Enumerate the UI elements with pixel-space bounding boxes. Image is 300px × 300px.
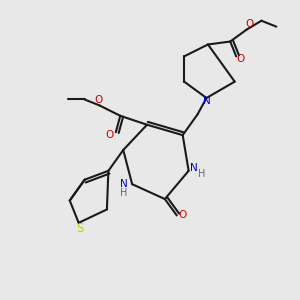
Text: O: O — [245, 19, 254, 29]
Text: N: N — [190, 163, 198, 173]
Text: H: H — [120, 188, 128, 197]
Text: H: H — [198, 169, 206, 179]
Text: N: N — [203, 96, 211, 106]
Text: O: O — [236, 54, 245, 64]
Text: O: O — [95, 95, 103, 105]
Text: O: O — [106, 130, 114, 140]
Text: N: N — [120, 178, 128, 189]
Text: O: O — [178, 210, 186, 220]
Text: S: S — [76, 222, 84, 235]
